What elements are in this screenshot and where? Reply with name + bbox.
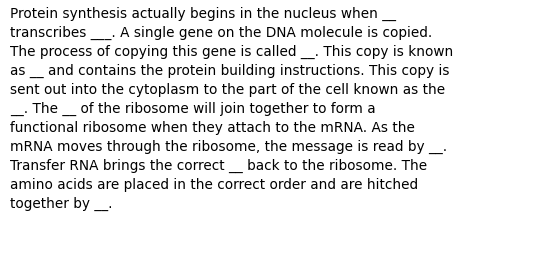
Text: Protein synthesis actually begins in the nucleus when __
transcribes ___. A sing: Protein synthesis actually begins in the… bbox=[10, 7, 453, 211]
